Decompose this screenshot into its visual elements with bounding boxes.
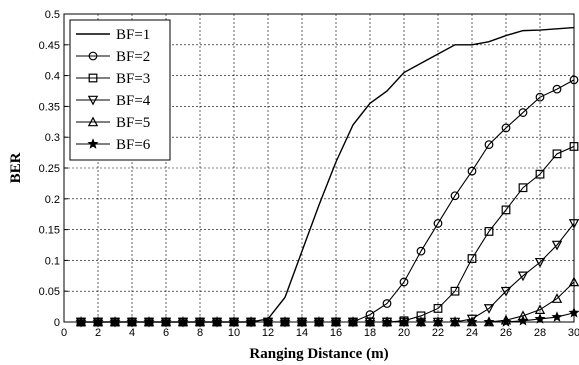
- marker-square: [467, 254, 477, 263]
- x-tick-label: 6: [163, 327, 169, 339]
- series-3: [76, 142, 579, 327]
- legend: BF=1 BF=2 BF=3 BF=4 BF=5 BF=6: [69, 19, 171, 161]
- legend-item: BF=3: [76, 71, 150, 87]
- y-tick-label: 0.2: [45, 194, 60, 206]
- marker-star: [87, 138, 99, 149]
- y-tick-label: 0.45: [39, 40, 60, 52]
- marker-circle: [399, 277, 409, 287]
- legend-label: BF=4: [116, 93, 151, 109]
- marker-triangle-down: [483, 304, 495, 314]
- marker-triangle-down: [500, 286, 512, 297]
- marker-triangle-up: [551, 293, 563, 303]
- legend-label: BF=2: [116, 49, 150, 65]
- legend-label: BF=1: [116, 27, 150, 43]
- tick-labels: 0 2 4 6 8 10 12 14 16 18 20 22 24 26 28 3000.050.10.150…: [39, 9, 579, 339]
- legend-label: BF=5: [116, 115, 150, 131]
- x-tick-label: 0: [61, 327, 67, 339]
- x-tick-label: 2: [95, 327, 101, 339]
- legend-box: [69, 19, 171, 161]
- x-tick-label: 16: [330, 327, 342, 339]
- legend-item: BF=6: [76, 137, 151, 153]
- marker-triangle-up: [87, 116, 99, 127]
- y-tick-label: 0.15: [39, 225, 60, 237]
- x-tick-label: 18: [364, 327, 376, 339]
- series-line: [81, 281, 575, 323]
- y-tick-label: 0: [54, 317, 60, 329]
- legend-item: BF=2: [76, 49, 150, 65]
- marker-circle: [484, 140, 494, 149]
- marker-circle: [416, 246, 426, 256]
- legend-item: BF=5: [76, 115, 150, 131]
- x-tick-label: 10: [228, 327, 240, 339]
- marker-triangle-down: [517, 271, 529, 282]
- legend-label: BF=3: [116, 71, 150, 87]
- x-tick-label: 26: [500, 327, 512, 339]
- marker-circle: [88, 51, 98, 61]
- x-tick-label: 12: [262, 327, 274, 339]
- y-tick-label: 0.05: [39, 286, 60, 298]
- marker-square: [433, 304, 443, 313]
- y-tick-label: 0.1: [45, 255, 60, 267]
- y-tick-label: 0.4: [45, 71, 60, 83]
- marker-square: [450, 286, 460, 296]
- marker-circle: [518, 108, 528, 117]
- marker-circle: [450, 191, 460, 201]
- y-tick-label: 0.3: [45, 132, 60, 144]
- marker-triangle-down: [87, 95, 99, 106]
- series-line: [81, 223, 575, 323]
- x-tick-label: 8: [197, 327, 203, 339]
- marker-circle: [382, 299, 392, 308]
- x-tick-label: 22: [432, 327, 444, 339]
- marker-circle: [433, 219, 443, 228]
- marker-square: [501, 205, 511, 215]
- x-tick-label: 24: [466, 327, 478, 339]
- marker-circle: [467, 166, 477, 176]
- legend-item: BF=4: [76, 93, 151, 109]
- marker-star: [517, 314, 529, 326]
- series-line: [81, 145, 575, 323]
- marker-triangle-down: [551, 240, 563, 251]
- marker-circle: [552, 84, 562, 94]
- marker-square: [535, 169, 545, 179]
- marker-square: [484, 227, 494, 236]
- x-tick-label: 14: [296, 327, 308, 339]
- marker-square: [552, 149, 562, 159]
- legend-item: BF=1: [76, 27, 150, 43]
- y-axis-title: BER: [8, 152, 24, 183]
- y-tick-label: 0.35: [39, 101, 60, 113]
- x-axis-title: Ranging Distance (m): [249, 346, 388, 362]
- x-tick-label: 4: [129, 327, 135, 339]
- x-tick-label: 30: [568, 327, 579, 339]
- x-tick-label: 28: [534, 327, 546, 339]
- marker-circle: [501, 123, 511, 133]
- marker-triangle-down: [534, 257, 546, 268]
- marker-circle: [535, 92, 545, 102]
- y-tick-label: 0.25: [39, 163, 60, 175]
- x-tick-label: 20: [398, 327, 410, 339]
- marker-star: [551, 311, 563, 322]
- y-tick-label: 0.5: [45, 9, 60, 21]
- series-4: [75, 219, 579, 328]
- marker-square: [88, 73, 98, 83]
- legend-label: BF=6: [116, 137, 151, 153]
- marker-triangle-down: [466, 314, 478, 325]
- marker-square: [518, 183, 528, 193]
